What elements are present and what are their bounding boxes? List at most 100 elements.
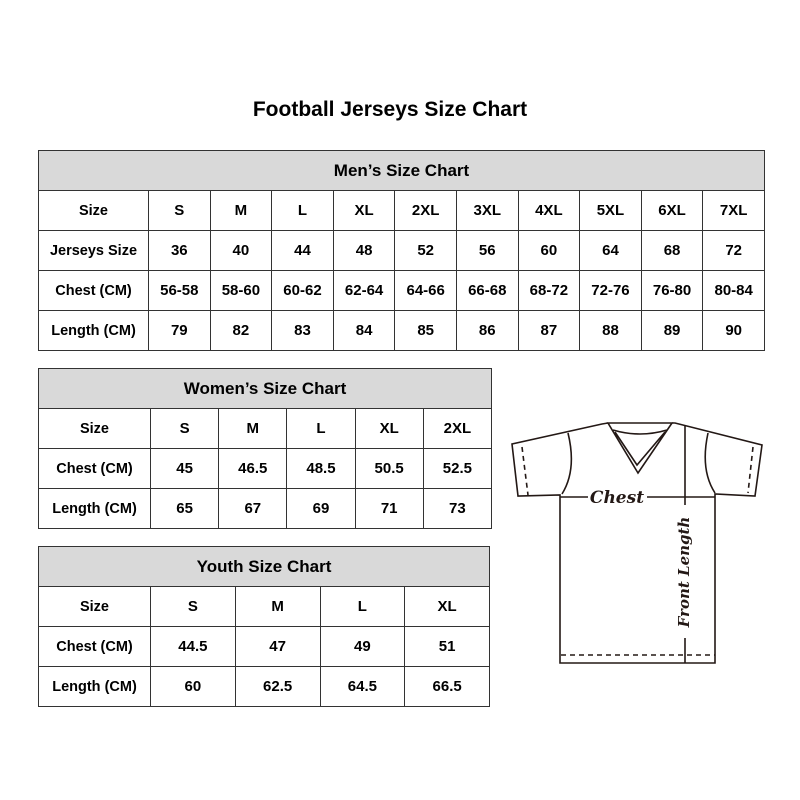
cell: 3XL <box>455 190 519 231</box>
row-label: Chest (CM) <box>38 448 151 489</box>
cell: 56 <box>455 230 519 271</box>
cell: 6XL <box>640 190 704 231</box>
table-row: Chest (CM) 44.5 47 49 51 <box>38 626 490 667</box>
cell: 71 <box>354 488 424 529</box>
womens-size-table: Women’s Size Chart Size S M L XL 2XL Chest (CM)… <box>38 368 493 529</box>
collar <box>606 422 674 475</box>
cell: 52.5 <box>422 448 493 489</box>
table-row: Size S M L XL <box>38 586 490 627</box>
cell: 79 <box>148 310 211 351</box>
row-label: Jerseys Size <box>38 230 149 271</box>
table-title: Women’s Size Chart <box>38 368 492 409</box>
cell: 44 <box>271 230 334 271</box>
front-length-label: Front Length <box>675 517 693 629</box>
page-title: Football Jerseys Size Chart <box>252 98 528 121</box>
cell: 48 <box>332 230 396 271</box>
cell: 67 <box>218 488 288 529</box>
cell: 69 <box>286 488 356 529</box>
cell: 44.5 <box>150 626 236 667</box>
cell: 68-72 <box>517 270 581 311</box>
row-label: Length (CM) <box>38 488 151 529</box>
cell: M <box>234 586 321 627</box>
cell: 64-66 <box>394 270 457 311</box>
cell: 80-84 <box>702 270 765 311</box>
cell: 65 <box>149 488 220 529</box>
cell: 84 <box>332 310 396 351</box>
cell: M <box>218 408 288 449</box>
cell: L <box>271 190 334 231</box>
jersey-diagram: Chest Front Length <box>511 422 763 664</box>
cell: 83 <box>271 310 334 351</box>
cell: 46.5 <box>218 448 288 489</box>
cell: S <box>150 586 236 627</box>
cell: 2XL <box>394 190 457 231</box>
cell: 58-60 <box>209 270 273 311</box>
cell: 50.5 <box>354 448 424 489</box>
cell: 36 <box>148 230 211 271</box>
cell: 90 <box>702 310 765 351</box>
cell: 45 <box>149 448 220 489</box>
cell: 62-64 <box>332 270 396 311</box>
row-label: Size <box>38 586 151 627</box>
dashed-hems <box>521 446 754 656</box>
cell: 40 <box>209 230 273 271</box>
table-title: Men’s Size Chart <box>38 150 765 191</box>
cell: L <box>319 586 406 627</box>
mens-size-table: Men’s Size Chart Size S M L XL 2XL 3XL 4XL 5XL 6XL… <box>38 150 765 351</box>
youth-size-table: Youth Size Chart Size S M L XL Chest (CM) 44.5 4… <box>38 546 490 707</box>
cell: 86 <box>455 310 519 351</box>
cell: XL <box>354 408 424 449</box>
row-label: Length (CM) <box>38 666 151 707</box>
row-label: Chest (CM) <box>38 270 149 311</box>
cell: 52 <box>394 230 457 271</box>
row-label: Chest (CM) <box>38 626 151 667</box>
cell: 68 <box>640 230 704 271</box>
row-label: Size <box>38 190 149 231</box>
table-row: Jerseys Size 36 40 44 48 52 56 60 64 68 72 <box>38 230 765 271</box>
cell: 49 <box>319 626 406 667</box>
cell: 87 <box>517 310 581 351</box>
cell: 89 <box>640 310 704 351</box>
table-title: Youth Size Chart <box>38 546 490 587</box>
chest-label: Chest <box>590 488 644 508</box>
row-label: Size <box>38 408 151 449</box>
cell: 73 <box>422 488 493 529</box>
cell: XL <box>404 586 490 627</box>
cell: 2XL <box>422 408 493 449</box>
jersey-outline <box>511 422 763 664</box>
cell: 64 <box>579 230 642 271</box>
cell: M <box>209 190 273 231</box>
cell: 82 <box>209 310 273 351</box>
table-row: Chest (CM) 56-58 58-60 60-62 62-64 64-66 66-68… <box>38 270 765 311</box>
cell: 66-68 <box>455 270 519 311</box>
cell: 72 <box>702 230 765 271</box>
cell: 4XL <box>517 190 581 231</box>
cell: 47 <box>234 626 321 667</box>
cell: 48.5 <box>286 448 356 489</box>
table-row: Length (CM) 65 67 69 71 73 <box>38 488 493 529</box>
cell: S <box>148 190 211 231</box>
cell: 56-58 <box>148 270 211 311</box>
sleeve-seams <box>561 432 716 495</box>
cell: 60 <box>150 666 236 707</box>
table-row: Length (CM) 79 82 83 84 85 86 87 88 89 90 <box>38 310 765 351</box>
row-label: Length (CM) <box>38 310 149 351</box>
cell: 5XL <box>579 190 642 231</box>
cell: 66.5 <box>404 666 490 707</box>
table-row: Size S M L XL 2XL 3XL 4XL 5XL 6XL 7XL <box>38 190 765 231</box>
cell: 62.5 <box>234 666 321 707</box>
cell: 72-76 <box>579 270 642 311</box>
cell: 85 <box>394 310 457 351</box>
cell: 51 <box>404 626 490 667</box>
cell: 7XL <box>702 190 765 231</box>
table-row: Chest (CM) 45 46.5 48.5 50.5 52.5 <box>38 448 493 489</box>
table-row: Size S M L XL 2XL <box>38 408 493 449</box>
cell: 60-62 <box>271 270 334 311</box>
cell: 60 <box>517 230 581 271</box>
cell: 76-80 <box>640 270 704 311</box>
table-row: Length (CM) 60 62.5 64.5 66.5 <box>38 666 490 707</box>
cell: 64.5 <box>319 666 406 707</box>
cell: S <box>149 408 220 449</box>
cell: L <box>286 408 356 449</box>
